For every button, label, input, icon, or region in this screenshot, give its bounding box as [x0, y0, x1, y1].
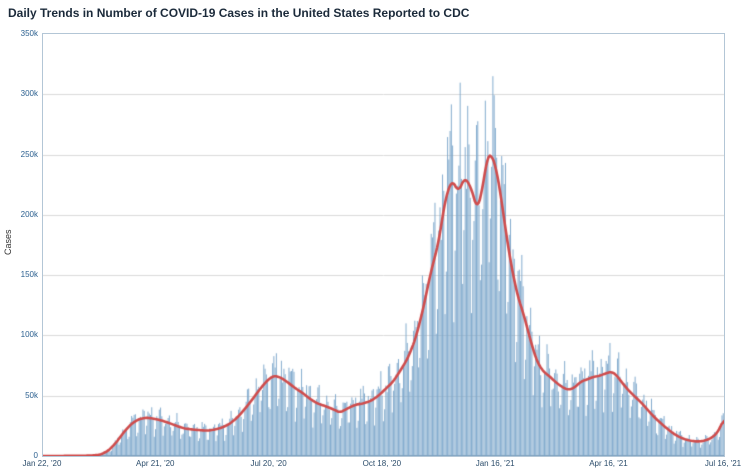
y-tick-label: 100k — [20, 330, 38, 340]
y-tick-label: 300k — [20, 89, 38, 99]
y-tick-label: 200k — [20, 209, 38, 219]
x-tick-label: Jul 16, '21 — [704, 459, 742, 468]
x-tick-label: Apr 21, '20 — [136, 459, 175, 468]
chart-plot-area — [42, 33, 725, 457]
x-tick-label: Jul 20, '20 — [250, 459, 287, 468]
page-title: Daily Trends in Number of COVID-19 Cases… — [8, 6, 470, 20]
x-tick-label: Apr 16, '21 — [589, 459, 628, 468]
y-tick-label: 350k — [20, 29, 38, 38]
x-tick-label: Jan 16, '21 — [475, 459, 515, 468]
x-tick-label: Oct 18, '20 — [362, 459, 402, 468]
y-tick-label: 150k — [20, 270, 38, 280]
y-tick-label: 250k — [20, 149, 38, 159]
chart-canvas — [43, 34, 724, 456]
y-tick-label: 50k — [25, 390, 38, 400]
y-tick-label: 0 — [33, 451, 38, 460]
x-tick-label: Jan 22, '20 — [22, 459, 62, 468]
y-axis-title: Cases — [3, 229, 13, 255]
